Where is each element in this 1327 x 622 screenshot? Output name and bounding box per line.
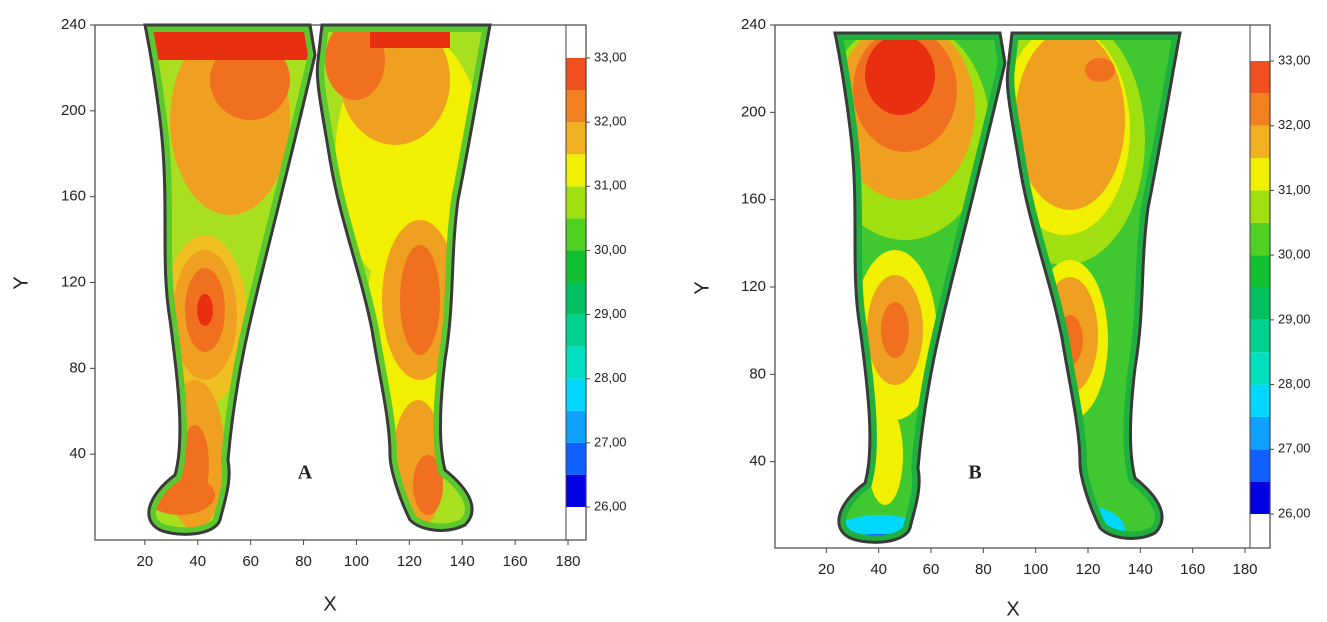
- y-tick-label: 120: [741, 278, 766, 295]
- colorbar-tick-label: 26,00: [594, 498, 627, 513]
- colorbar-band: [1250, 385, 1270, 417]
- colorbar-tick-label: 27,00: [594, 434, 627, 449]
- colorbar-band: [1250, 223, 1270, 255]
- x-tick-label: 180: [1232, 561, 1257, 578]
- colorbar-band: [1250, 352, 1270, 384]
- colorbar-band: [566, 218, 586, 250]
- colorbar: 26,00 27,00 28,00 29,00 30,00 31,00 32,00 33,00: [566, 49, 627, 513]
- x-tick-label: 160: [503, 553, 528, 570]
- colorbar-band: [566, 475, 586, 507]
- x-axis-title: X: [1006, 598, 1019, 620]
- x-tick-label: 100: [1023, 561, 1048, 578]
- colorbar-band: [1250, 158, 1270, 190]
- y-tick-label: 40: [749, 453, 766, 470]
- colorbar-tick-label: 29,00: [594, 306, 627, 321]
- colorbar: 26,00 27,00 28,00 29,00 30,00 31,00 32,00 33,00: [1250, 52, 1311, 520]
- x-tick-label: 60: [923, 561, 940, 578]
- colorbar-band: [566, 315, 586, 347]
- x-tick-label: 20: [137, 553, 154, 570]
- panel-label: A: [298, 462, 313, 484]
- colorbar-band: [1250, 190, 1270, 222]
- x-tick-label: 100: [344, 553, 369, 570]
- y-tick-label: 40: [69, 445, 86, 462]
- colorbar-band: [566, 250, 586, 282]
- colorbar-tick-label: 30,00: [594, 242, 627, 257]
- page: 26,00 27,00 28,00 29,00 30,00 31,00 32,00 33,00…: [0, 0, 1327, 622]
- y-tick-label: 80: [69, 359, 86, 376]
- colorbar-band: [566, 90, 586, 122]
- y-tick-label: 80: [749, 365, 766, 382]
- x-tick-label: 80: [975, 561, 992, 578]
- x-tick-label: 20: [818, 561, 835, 578]
- colorbar-band: [1250, 288, 1270, 320]
- colorbar-band: [1250, 126, 1270, 158]
- colorbar-band: [566, 58, 586, 90]
- colorbar-tick-label: 32,00: [594, 114, 627, 129]
- colorbar-tick-label: 28,00: [1278, 376, 1311, 391]
- colorbar-band: [566, 443, 586, 475]
- colorbar-band: [566, 283, 586, 315]
- colorbar-tick-label: 26,00: [1278, 505, 1311, 520]
- colorbar-band: [566, 122, 586, 154]
- colorbar-band: [1250, 417, 1270, 449]
- y-tick-label: 240: [741, 16, 766, 33]
- x-tick-label: 160: [1180, 561, 1205, 578]
- y-tick-label: 160: [741, 191, 766, 208]
- y-tick-label: 240: [61, 16, 86, 33]
- x-tick-label: 40: [189, 553, 206, 570]
- colorbar-band: [1250, 61, 1270, 93]
- x-tick-label: 180: [555, 553, 580, 570]
- colorbar-tick-label: 30,00: [1278, 247, 1311, 262]
- colorbar-tick-label: 27,00: [1278, 441, 1311, 456]
- colorbar-band: [1250, 320, 1270, 352]
- x-tick-label: 140: [1128, 561, 1153, 578]
- colorbar-band: [566, 379, 586, 411]
- colorbar-band: [1250, 93, 1270, 125]
- x-axis-title: X: [323, 593, 336, 615]
- colorbar-band: [566, 154, 586, 186]
- chart: 26,00 27,00 28,00 29,00 30,00 31,00 32,00 33,00…: [0, 0, 1327, 622]
- colorbar-band: [566, 186, 586, 218]
- y-axis-title: Y: [691, 281, 713, 294]
- x-tick-label: 120: [397, 553, 422, 570]
- colorbar-band: [566, 347, 586, 379]
- colorbar-band: [566, 411, 586, 443]
- x-tick-label: 80: [295, 553, 312, 570]
- colorbar-tick-label: 28,00: [594, 370, 627, 385]
- x-tick-label: 40: [870, 561, 887, 578]
- x-tick-label: 140: [450, 553, 475, 570]
- colorbar-band: [1250, 449, 1270, 481]
- colorbar-tick-label: 29,00: [1278, 311, 1311, 326]
- x-tick-label: 60: [242, 553, 259, 570]
- colorbar-tick-label: 33,00: [1278, 52, 1311, 67]
- y-axis-title: Y: [10, 276, 32, 289]
- y-tick-label: 200: [741, 103, 766, 120]
- colorbar-tick-label: 32,00: [1278, 117, 1311, 132]
- colorbar-tick-label: 31,00: [594, 178, 627, 193]
- colorbar-band: [1250, 482, 1270, 514]
- panel-label: B: [968, 462, 981, 484]
- colorbar-tick-label: 33,00: [594, 49, 627, 64]
- y-tick-label: 200: [61, 102, 86, 119]
- x-tick-label: 120: [1075, 561, 1100, 578]
- colorbar-tick-label: 31,00: [1278, 182, 1311, 197]
- y-tick-label: 120: [61, 273, 86, 290]
- colorbar-band: [1250, 255, 1270, 287]
- y-tick-label: 160: [61, 188, 86, 205]
